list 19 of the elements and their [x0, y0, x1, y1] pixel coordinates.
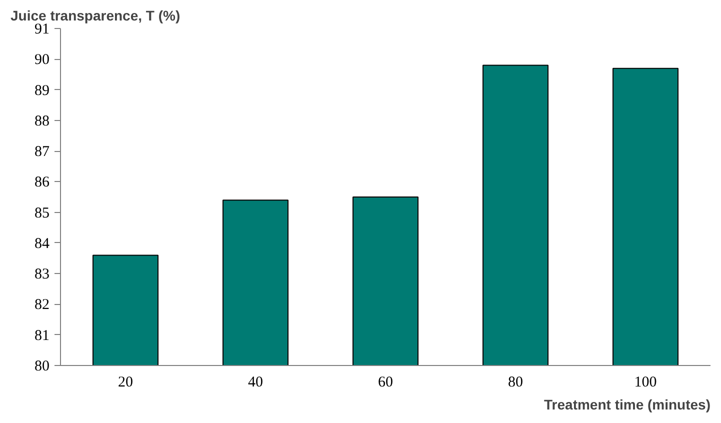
chart-title: Juice transparence, T (%)	[10, 8, 180, 24]
y-tick-label: 85	[34, 205, 50, 222]
y-tick-label: 84	[34, 236, 50, 252]
x-axis-title: Treatment time (minutes)	[544, 396, 711, 412]
x-tick-label: 80	[508, 374, 523, 390]
y-tick-label: 91	[34, 22, 50, 38]
x-tick-label: 40	[248, 374, 263, 390]
y-tick-label: 88	[34, 113, 50, 130]
x-tick-label: 60	[378, 374, 393, 390]
y-tick-label: 82	[34, 297, 50, 314]
y-tick-label: 87	[34, 144, 50, 160]
y-tick-label: 80	[34, 358, 50, 374]
x-tick-label: 100	[634, 374, 657, 390]
y-tick-label: 83	[34, 266, 50, 283]
x-tick-label: 20	[118, 374, 133, 390]
y-tick-label: 90	[34, 52, 50, 68]
y-tick-label: 89	[34, 82, 50, 99]
y-tick-label: 81	[34, 328, 50, 344]
y-tick-label: 86	[34, 174, 50, 191]
